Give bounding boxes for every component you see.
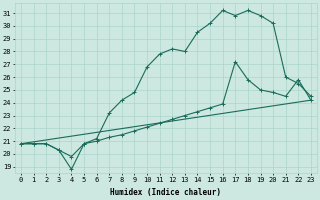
X-axis label: Humidex (Indice chaleur): Humidex (Indice chaleur) [110, 188, 221, 197]
